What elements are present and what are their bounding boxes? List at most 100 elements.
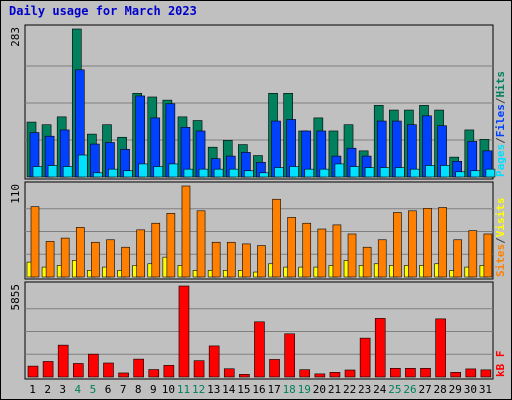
bar-sites-day-3 (60, 237, 70, 278)
x-tick-label-day-18: 18 (283, 383, 296, 396)
bar-sites-day-7 (121, 246, 130, 278)
bar-sites-day-4 (75, 227, 85, 278)
bar-sites-day-18 (287, 217, 296, 278)
bar-pages-day-13 (213, 168, 224, 178)
bar-kb-f-day-24 (374, 318, 386, 378)
bar-sites-day-21 (332, 224, 342, 278)
x-tick-label-day-9: 9 (150, 383, 157, 396)
bar-sites-day-10 (166, 213, 176, 278)
bar-pages-day-31 (485, 168, 496, 178)
bar-sites-day-24 (377, 239, 387, 278)
bar-sites-day-22 (347, 233, 357, 278)
bar-pages-day-19 (304, 168, 315, 178)
bar-pages-day-3 (62, 166, 73, 178)
x-tick-label-day-16: 16 (252, 383, 265, 396)
bar-pages-day-11 (183, 168, 194, 178)
bar-sites-day-25 (393, 212, 402, 278)
x-tick-label-day-5: 5 (90, 383, 97, 396)
bar-sites-day-12 (196, 210, 206, 278)
bar-pages-day-6 (108, 168, 118, 178)
bar-pages-day-27 (425, 165, 435, 178)
bar-pages-day-24 (379, 167, 390, 178)
x-tick-label-day-11: 11 (177, 383, 190, 396)
x-tick-label-day-25: 25 (388, 383, 401, 396)
legend-kbytes: kB F (494, 351, 507, 378)
legend-entry: Sites (494, 244, 507, 277)
bar-kb-f-day-8 (133, 358, 144, 378)
x-tick-label-day-23: 23 (358, 383, 371, 396)
bar-kb-f-day-23 (359, 337, 371, 378)
x-tick-label-day-2: 2 (44, 383, 51, 396)
x-tick-label-day-19: 19 (298, 383, 311, 396)
bar-pages-day-16 (259, 172, 269, 178)
x-tick-label-day-6: 6 (105, 383, 112, 396)
bar-kb-f-day-21 (329, 372, 341, 378)
x-tick-label-day-31: 31 (479, 383, 492, 396)
bar-kb-f-day-16 (254, 321, 265, 378)
bar-pages-day-8 (138, 163, 148, 178)
bar-kb-f-day-7 (118, 372, 129, 378)
bar-pages-day-18 (289, 166, 299, 178)
bar-sites-day-6 (106, 239, 115, 278)
x-tick-label-day-1: 1 (29, 383, 36, 396)
x-tick-label-day-24: 24 (373, 383, 387, 396)
bar-kb-f-day-27 (420, 367, 431, 378)
bar-kb-f-day-2 (42, 361, 54, 378)
bar-sites-day-1 (30, 206, 40, 278)
x-tick-label-day-22: 22 (343, 383, 356, 396)
bar-kb-f-day-29 (450, 372, 462, 378)
bar-sites-day-11 (181, 185, 191, 278)
bar-pages-day-14 (228, 168, 239, 178)
bar-kb-f-day-31 (480, 369, 492, 378)
bar-kb-f-day-1 (27, 365, 39, 378)
bar-kb-f-day-25 (390, 367, 401, 378)
bar-kb-f-day-14 (223, 368, 235, 378)
legend-entry: Files (494, 104, 507, 137)
bar-kb-f-day-13 (208, 345, 220, 378)
bar-kb-f-day-3 (57, 344, 69, 378)
bar-pages-day-12 (198, 168, 209, 178)
bar-kb-f-day-22 (344, 369, 356, 378)
x-tick-label-day-26: 26 (403, 383, 416, 396)
bar-kb-f-day-20 (314, 373, 326, 378)
bar-sites-day-26 (408, 210, 417, 278)
bar-kb-f-day-15 (239, 374, 250, 378)
x-tick-label-day-15: 15 (237, 383, 250, 396)
legend-entry: Visits (494, 198, 507, 238)
bar-pages-day-20 (319, 168, 330, 178)
bar-pages-day-2 (47, 165, 58, 178)
bar-sites-day-8 (136, 229, 145, 278)
bar-kb-f-day-12 (193, 360, 205, 378)
bar-kb-f-day-17 (269, 359, 280, 378)
x-tick-label-day-14: 14 (222, 383, 236, 396)
x-tick-label-day-20: 20 (313, 383, 326, 396)
x-tick-label-day-7: 7 (120, 383, 127, 396)
bar-pages-day-17 (274, 167, 284, 178)
legend-entry: kB F (494, 351, 507, 378)
x-tick-label-day-17: 17 (267, 383, 280, 396)
bar-sites-day-9 (151, 222, 161, 278)
x-tick-label-day-12: 12 (192, 383, 205, 396)
bar-sites-day-29 (453, 239, 463, 278)
bar-pages-day-7 (123, 170, 133, 178)
bar-kb-f-day-5 (88, 353, 99, 378)
x-tick-label-day-3: 3 (59, 383, 66, 396)
bar-kb-f-day-30 (465, 368, 477, 378)
bar-pages-day-26 (410, 168, 420, 178)
bar-pages-day-15 (244, 170, 254, 178)
bar-pages-day-21 (334, 163, 345, 178)
bar-sites-day-5 (91, 241, 100, 278)
bar-pages-day-28 (440, 165, 450, 178)
x-tick-label-day-21: 21 (328, 383, 341, 396)
x-tick-label-day-10: 10 (162, 383, 175, 396)
x-tick-label-day-13: 13 (207, 383, 220, 396)
bar-sites-day-16 (257, 245, 266, 278)
legend-visits_sites: Sites/Visits (494, 198, 507, 278)
bar-kb-f-day-6 (103, 362, 114, 378)
y-max-label-hits_files_pages: 283 (9, 27, 22, 47)
bar-pages-day-1 (32, 166, 43, 178)
bar-kb-f-day-28 (435, 318, 446, 378)
bar-pages-day-29 (455, 171, 466, 178)
x-tick-label-day-8: 8 (135, 383, 142, 396)
